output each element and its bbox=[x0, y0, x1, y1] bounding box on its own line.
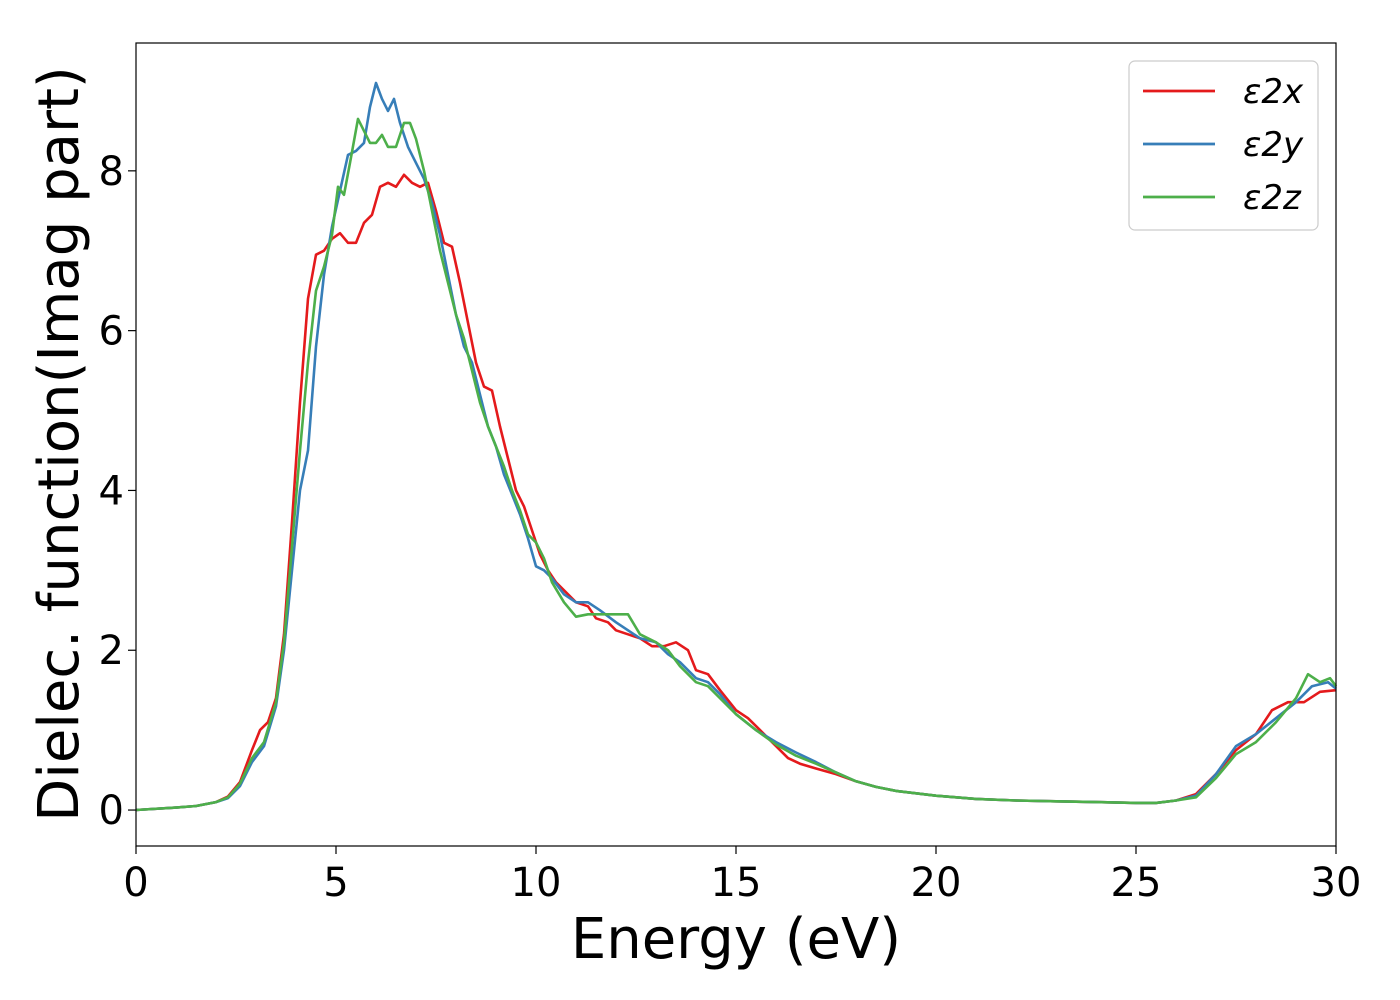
legend-box bbox=[1128, 60, 1319, 231]
series-layer bbox=[135, 81, 1338, 812]
y-axis-ticks: 0 2 4 6 8 bbox=[99, 149, 136, 834]
y-tick-label: 4 bbox=[99, 468, 124, 514]
legend-label-2: ε2y bbox=[1243, 125, 1304, 165]
y-tick-label: 8 bbox=[99, 149, 124, 195]
x-axis-title: Energy (eV) bbox=[571, 907, 901, 972]
x-tick-label: 30 bbox=[1311, 860, 1362, 906]
x-axis-ticks: 0 5 10 15 20 25 30 bbox=[123, 846, 1361, 906]
x-tick-label: 20 bbox=[911, 860, 962, 906]
legend-label-3: ε2z bbox=[1243, 178, 1302, 218]
legend: ε2x ε2y ε2z bbox=[1128, 60, 1319, 231]
legend-label-1: ε2x bbox=[1243, 72, 1304, 112]
y-axis-title: Dielec. function(Imag part) bbox=[27, 66, 92, 822]
y-tick-label: 6 bbox=[99, 309, 124, 355]
y-tick-label: 2 bbox=[99, 628, 124, 674]
x-tick-label: 5 bbox=[323, 860, 348, 906]
x-tick-label: 15 bbox=[711, 860, 762, 906]
series-line-3 bbox=[135, 117, 1338, 812]
legend-items: ε2x ε2y ε2z bbox=[1143, 72, 1304, 218]
y-tick-label: 0 bbox=[99, 788, 124, 834]
x-tick-label: 10 bbox=[511, 860, 562, 906]
x-tick-label: 25 bbox=[1111, 860, 1162, 906]
x-tick-label: 0 bbox=[123, 860, 148, 906]
